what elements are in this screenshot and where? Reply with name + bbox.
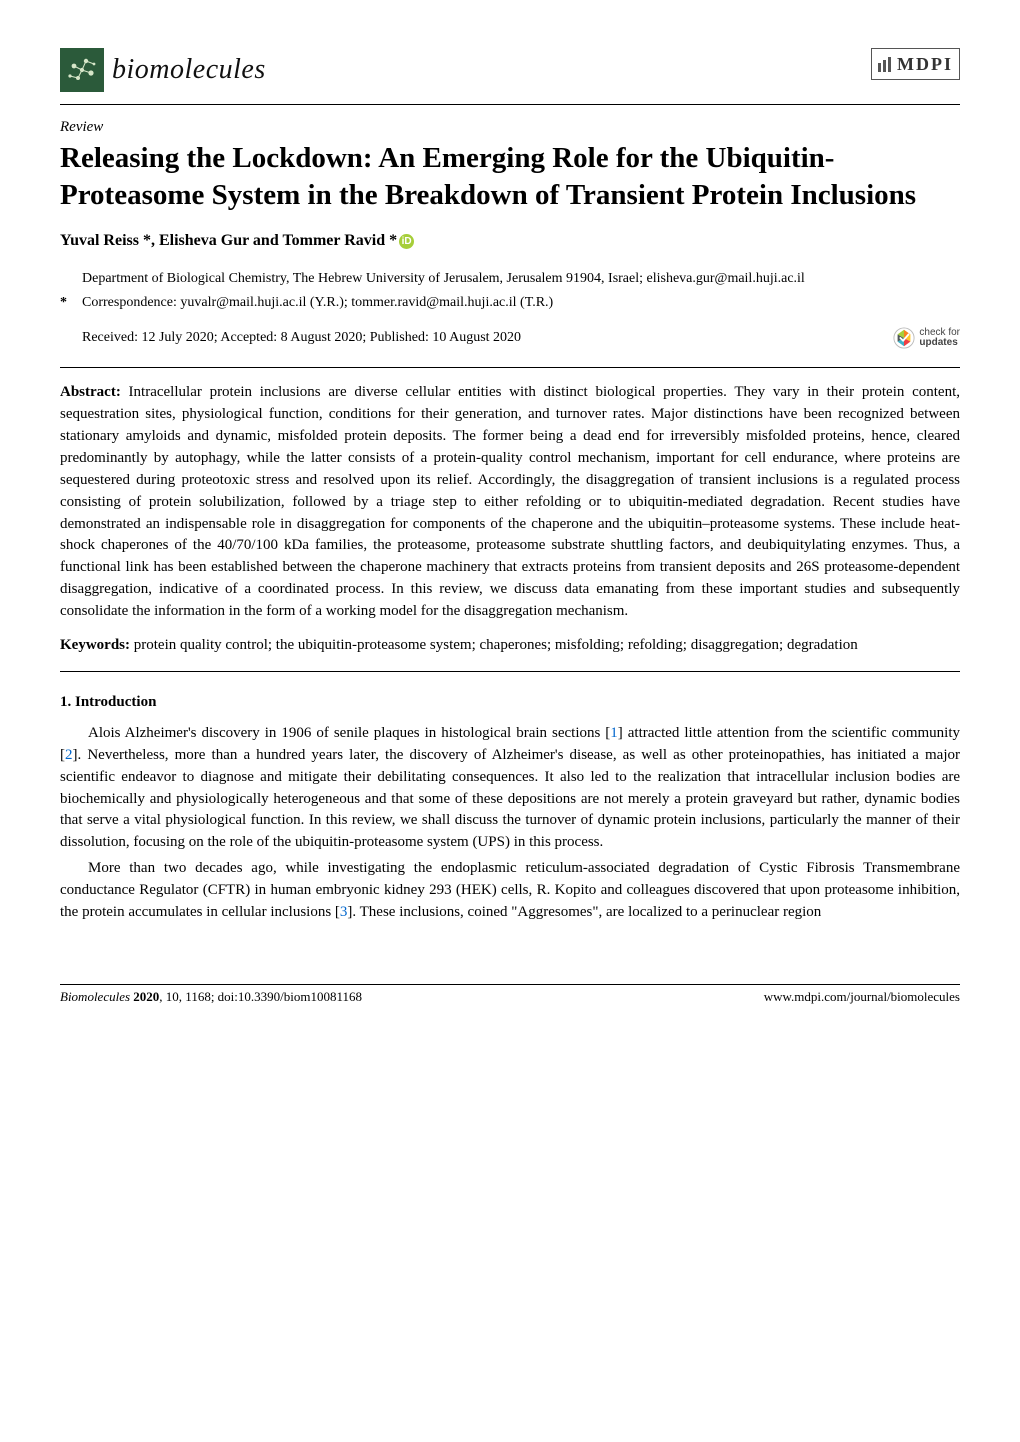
abstract-box: Abstract: Intracellular protein inclusio… [60,367,960,672]
citation-link-1[interactable]: 1 [610,725,618,741]
para2-text-b: ]. These inclusions, coined "Aggresomes"… [347,904,821,920]
correspondence-text: Correspondence: yuvalr@mail.huji.ac.il (… [82,295,553,310]
correspondence-line: *Correspondence: yuvalr@mail.huji.ac.il … [82,293,960,313]
keywords-label: Keywords: [60,637,130,653]
section-heading: 1. Introduction [60,692,960,713]
updates-line2: updates [919,337,957,348]
body-paragraph-1: Alois Alzheimer's discovery in 1906 of s… [60,723,960,854]
footer-left: Biomolecules 2020, 10, 1168; doi:10.3390… [60,988,362,1006]
footer-year: 2020 [133,989,159,1004]
abstract-text: Intracellular protein inclusions are div… [60,384,960,619]
article-type: Review [60,117,960,138]
page-footer: Biomolecules 2020, 10, 1168; doi:10.3390… [60,984,960,1006]
dates-row: Received: 12 July 2020; Accepted: 8 Augu… [60,327,960,349]
publisher-name: MDPI [897,52,953,77]
abstract-paragraph: Abstract: Intracellular protein inclusio… [60,382,960,623]
section-title: Introduction [75,694,156,710]
crossref-check-icon [893,327,915,349]
mdpi-icon [877,57,893,73]
updates-badge-text: check for updates [919,328,960,349]
journal-name: biomolecules [112,50,266,89]
publisher-logo: MDPI [871,48,960,80]
abstract-label: Abstract: [60,384,121,400]
section-number: 1. [60,694,71,710]
journal-logo-icon [60,48,104,92]
body-paragraph-2: More than two decades ago, while investi… [60,858,960,924]
authors-line: Yuval Reiss *, Elisheva Gur and Tommer R… [60,230,960,252]
para1-text-c: ]. Nevertheless, more than a hundred yea… [60,747,960,851]
footer-journal: Biomolecules [60,989,133,1004]
citation-link-2[interactable]: 2 [65,747,73,763]
correspondence-marker: * [60,293,82,313]
dates-text: Received: 12 July 2020; Accepted: 8 Augu… [82,328,521,348]
page-header: biomolecules MDPI [60,48,960,92]
journal-block: biomolecules [60,48,266,92]
updates-line1: check for [919,327,960,338]
para1-text-a: Alois Alzheimer's discovery in 1906 of s… [88,725,610,741]
authors-text: Yuval Reiss *, Elisheva Gur and Tommer R… [60,232,397,249]
affiliation-text: Department of Biological Chemistry, The … [82,269,960,289]
article-title: Releasing the Lockdown: An Emerging Role… [60,140,960,214]
footer-citation: , 10, 1168; doi:10.3390/biom10081168 [159,989,362,1004]
affiliation-block: Department of Biological Chemistry, The … [60,269,960,314]
header-divider [60,104,960,105]
check-updates-button[interactable]: check for updates [893,327,960,349]
keywords-paragraph: Keywords: protein quality control; the u… [60,635,960,657]
footer-right: www.mdpi.com/journal/biomolecules [764,988,960,1006]
orcid-icon[interactable]: iD [399,234,414,249]
keywords-text: protein quality control; the ubiquitin-p… [130,637,858,653]
